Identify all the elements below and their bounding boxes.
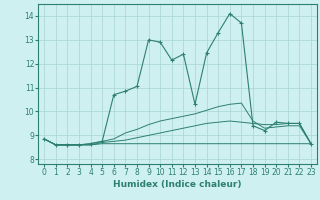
X-axis label: Humidex (Indice chaleur): Humidex (Indice chaleur) bbox=[113, 180, 242, 189]
